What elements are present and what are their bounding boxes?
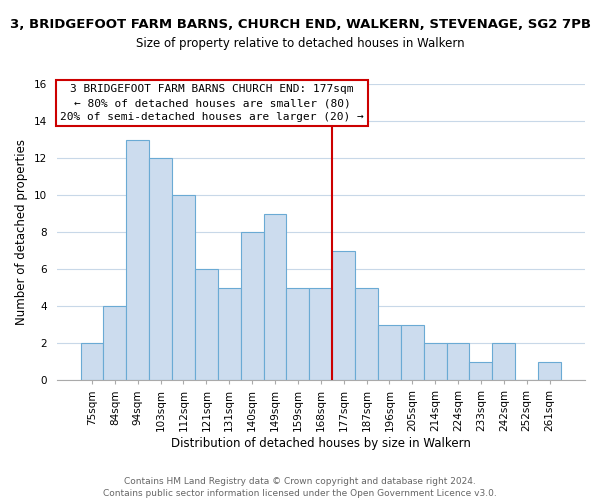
Bar	[241, 232, 263, 380]
Bar	[355, 288, 378, 380]
Bar	[310, 288, 332, 380]
Bar	[103, 306, 127, 380]
Bar	[469, 362, 493, 380]
Bar	[172, 195, 195, 380]
X-axis label: Distribution of detached houses by size in Walkern: Distribution of detached houses by size …	[171, 437, 471, 450]
Text: Contains HM Land Registry data © Crown copyright and database right 2024.
Contai: Contains HM Land Registry data © Crown c…	[103, 476, 497, 498]
Bar	[538, 362, 561, 380]
Bar	[195, 269, 218, 380]
Y-axis label: Number of detached properties: Number of detached properties	[15, 139, 28, 325]
Text: 3 BRIDGEFOOT FARM BARNS CHURCH END: 177sqm
← 80% of detached houses are smaller : 3 BRIDGEFOOT FARM BARNS CHURCH END: 177s…	[60, 84, 364, 122]
Text: Size of property relative to detached houses in Walkern: Size of property relative to detached ho…	[136, 38, 464, 51]
Bar	[286, 288, 310, 380]
Bar	[218, 288, 241, 380]
Bar	[401, 324, 424, 380]
Bar	[149, 158, 172, 380]
Bar	[378, 324, 401, 380]
Bar	[424, 344, 446, 380]
Bar	[332, 250, 355, 380]
Bar	[493, 344, 515, 380]
Bar	[80, 344, 103, 380]
Bar	[446, 344, 469, 380]
Text: 3, BRIDGEFOOT FARM BARNS, CHURCH END, WALKERN, STEVENAGE, SG2 7PB: 3, BRIDGEFOOT FARM BARNS, CHURCH END, WA…	[10, 18, 590, 30]
Bar	[127, 140, 149, 380]
Bar	[263, 214, 286, 380]
